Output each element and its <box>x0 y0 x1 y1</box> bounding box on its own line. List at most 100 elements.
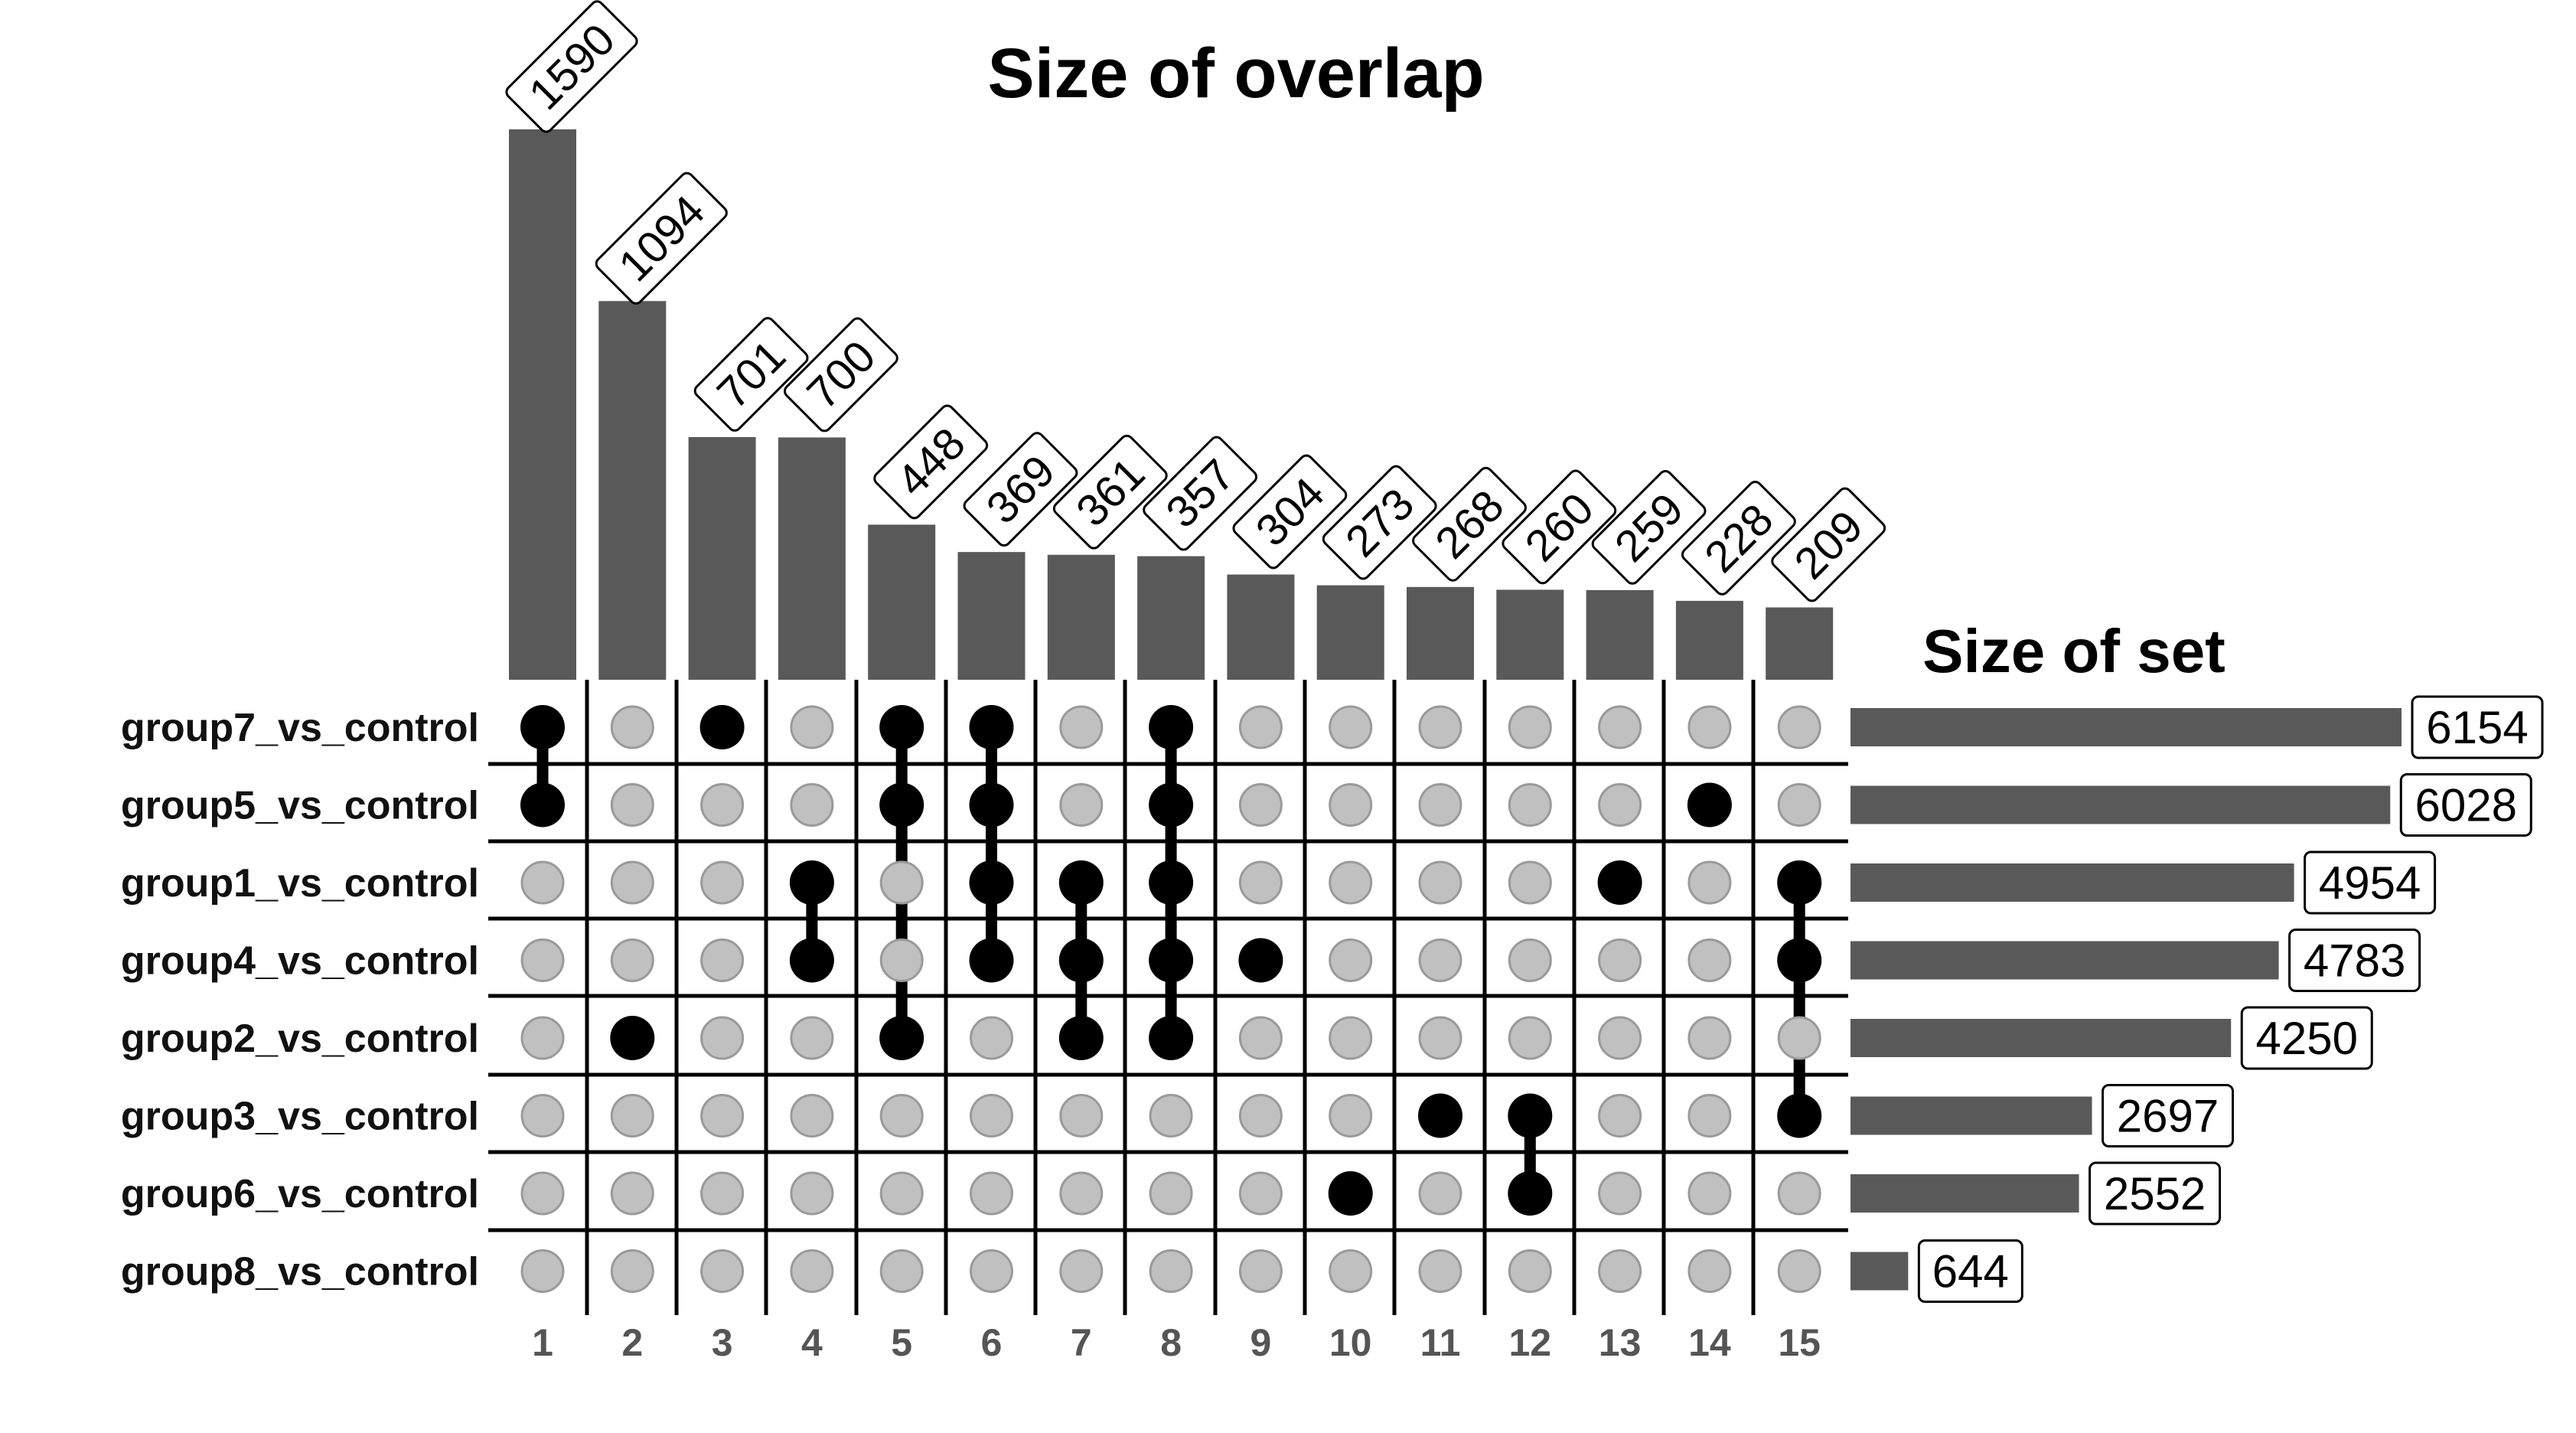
dot-inactive <box>879 938 924 982</box>
intersection-bar <box>1227 574 1295 680</box>
dot-active <box>1149 938 1194 983</box>
dot-inactive <box>520 1016 565 1060</box>
dot-inactive <box>610 1094 654 1138</box>
value-label-box <box>873 404 989 520</box>
dot-active <box>879 705 924 749</box>
set-size-value-box <box>1917 1239 2023 1303</box>
dot-inactive <box>1598 1016 1642 1060</box>
set-size-bar <box>1850 708 2402 746</box>
intersection-value-label: 268 <box>1412 466 1527 582</box>
intersection-index-label: 3 <box>712 1321 733 1364</box>
set-size-bars: 6154 6028 4954 4783 4250 2697 2552 644 <box>1850 695 2544 1303</box>
value-label-box <box>1681 480 1796 596</box>
intersection-index-label: 10 <box>1329 1321 1372 1364</box>
dot-active <box>610 1016 655 1060</box>
dot-active <box>1777 1093 1822 1138</box>
matrix-grid <box>488 680 1848 1315</box>
intersection-value-label: 700 <box>783 317 898 433</box>
dot-inactive <box>1687 1249 1732 1293</box>
dot-inactive <box>1508 1249 1552 1293</box>
dot-active <box>1149 860 1194 905</box>
dot-active <box>1508 1171 1553 1216</box>
dot-inactive <box>970 1094 1013 1138</box>
set-size-value-text: 6154 <box>2426 702 2528 753</box>
dot-active <box>1328 1171 1373 1216</box>
set-size-bar <box>1850 1096 2092 1135</box>
dot-active <box>1238 938 1283 983</box>
dot-inactive <box>1508 705 1552 749</box>
dot-inactive <box>1598 783 1642 827</box>
set-size-title: Size of set <box>1922 617 2225 685</box>
dot-inactive <box>700 1094 745 1138</box>
dot-inactive <box>970 1016 1013 1060</box>
dot-inactive <box>1238 1016 1283 1060</box>
intersection-index-label: 14 <box>1688 1321 1731 1364</box>
set-label: group1_vs_control <box>121 861 479 906</box>
set-size-value-box <box>2399 773 2532 837</box>
dot-inactive <box>1149 1249 1193 1293</box>
set-label: group7_vs_control <box>121 706 479 750</box>
set-label: group8_vs_control <box>121 1250 479 1294</box>
dot-inactive <box>520 1171 565 1216</box>
dot-inactive <box>610 860 654 905</box>
value-label-box <box>1052 434 1168 550</box>
dot-inactive <box>610 1171 654 1216</box>
dot-active <box>1687 782 1732 827</box>
dot-inactive <box>520 938 565 982</box>
intersection-value-label: 701 <box>693 317 809 432</box>
dot-inactive <box>1598 1249 1642 1293</box>
dot-inactive <box>1329 1094 1373 1138</box>
set-label: group2_vs_control <box>121 1017 479 1061</box>
dot-inactive <box>700 938 745 982</box>
value-label-box <box>693 317 809 432</box>
value-label-box <box>1502 469 1617 585</box>
dot-inactive <box>1418 1249 1462 1293</box>
dot-inactive <box>610 783 654 827</box>
set-size-value-text: 4783 <box>2304 935 2405 987</box>
dot-inactive <box>610 938 654 982</box>
dot-inactive <box>1418 860 1462 905</box>
dot-inactive <box>1777 1171 1821 1216</box>
dot-inactive <box>1687 1016 1732 1060</box>
dot-inactive <box>790 1171 834 1216</box>
dot-inactive <box>520 1094 565 1138</box>
value-label-box <box>783 317 898 433</box>
intersection-index-label: 13 <box>1599 1321 1642 1364</box>
dot-inactive <box>1329 860 1373 905</box>
dot-inactive <box>1687 938 1732 982</box>
intersection-value-label: 260 <box>1502 469 1617 585</box>
dot-inactive <box>700 1249 745 1293</box>
set-size-bar <box>1850 785 2391 824</box>
dot-inactive <box>1598 1094 1642 1138</box>
intersection-bar <box>778 437 846 680</box>
dot-active <box>1058 938 1104 983</box>
dot-inactive <box>1508 860 1552 905</box>
set-size-value-text: 2552 <box>2104 1168 2206 1219</box>
dot-inactive <box>1777 705 1821 749</box>
intersection-bar <box>1586 589 1654 680</box>
dot-inactive <box>610 1249 654 1293</box>
intersection-bar <box>1496 589 1564 680</box>
dot-inactive <box>970 1249 1013 1293</box>
dot-inactive <box>879 1171 924 1216</box>
dot-inactive <box>1598 1171 1642 1216</box>
dot-inactive <box>790 1094 834 1138</box>
intersection-index-labels: 1 2 3 4 5 6 7 8 9 10 11 12 13 14 15 <box>532 1321 1821 1364</box>
intersection-index-label: 15 <box>1778 1321 1821 1364</box>
dot-active <box>699 705 745 749</box>
set-label: group6_vs_control <box>121 1172 479 1216</box>
dot-active <box>1777 938 1822 983</box>
dot-inactive <box>610 705 654 749</box>
intersection-bar <box>1407 586 1474 680</box>
dot-active <box>1149 705 1194 749</box>
dot-inactive <box>879 1094 924 1138</box>
intersection-bar <box>1675 600 1743 680</box>
dot-active <box>1058 1016 1104 1060</box>
value-label-box <box>963 432 1078 547</box>
dot-inactive <box>1777 783 1821 827</box>
set-size-value-box <box>2411 695 2544 759</box>
dot-active <box>1058 860 1104 905</box>
set-size-value-box <box>2240 1006 2373 1070</box>
dot-inactive <box>700 783 745 827</box>
dot-inactive <box>700 1171 745 1216</box>
